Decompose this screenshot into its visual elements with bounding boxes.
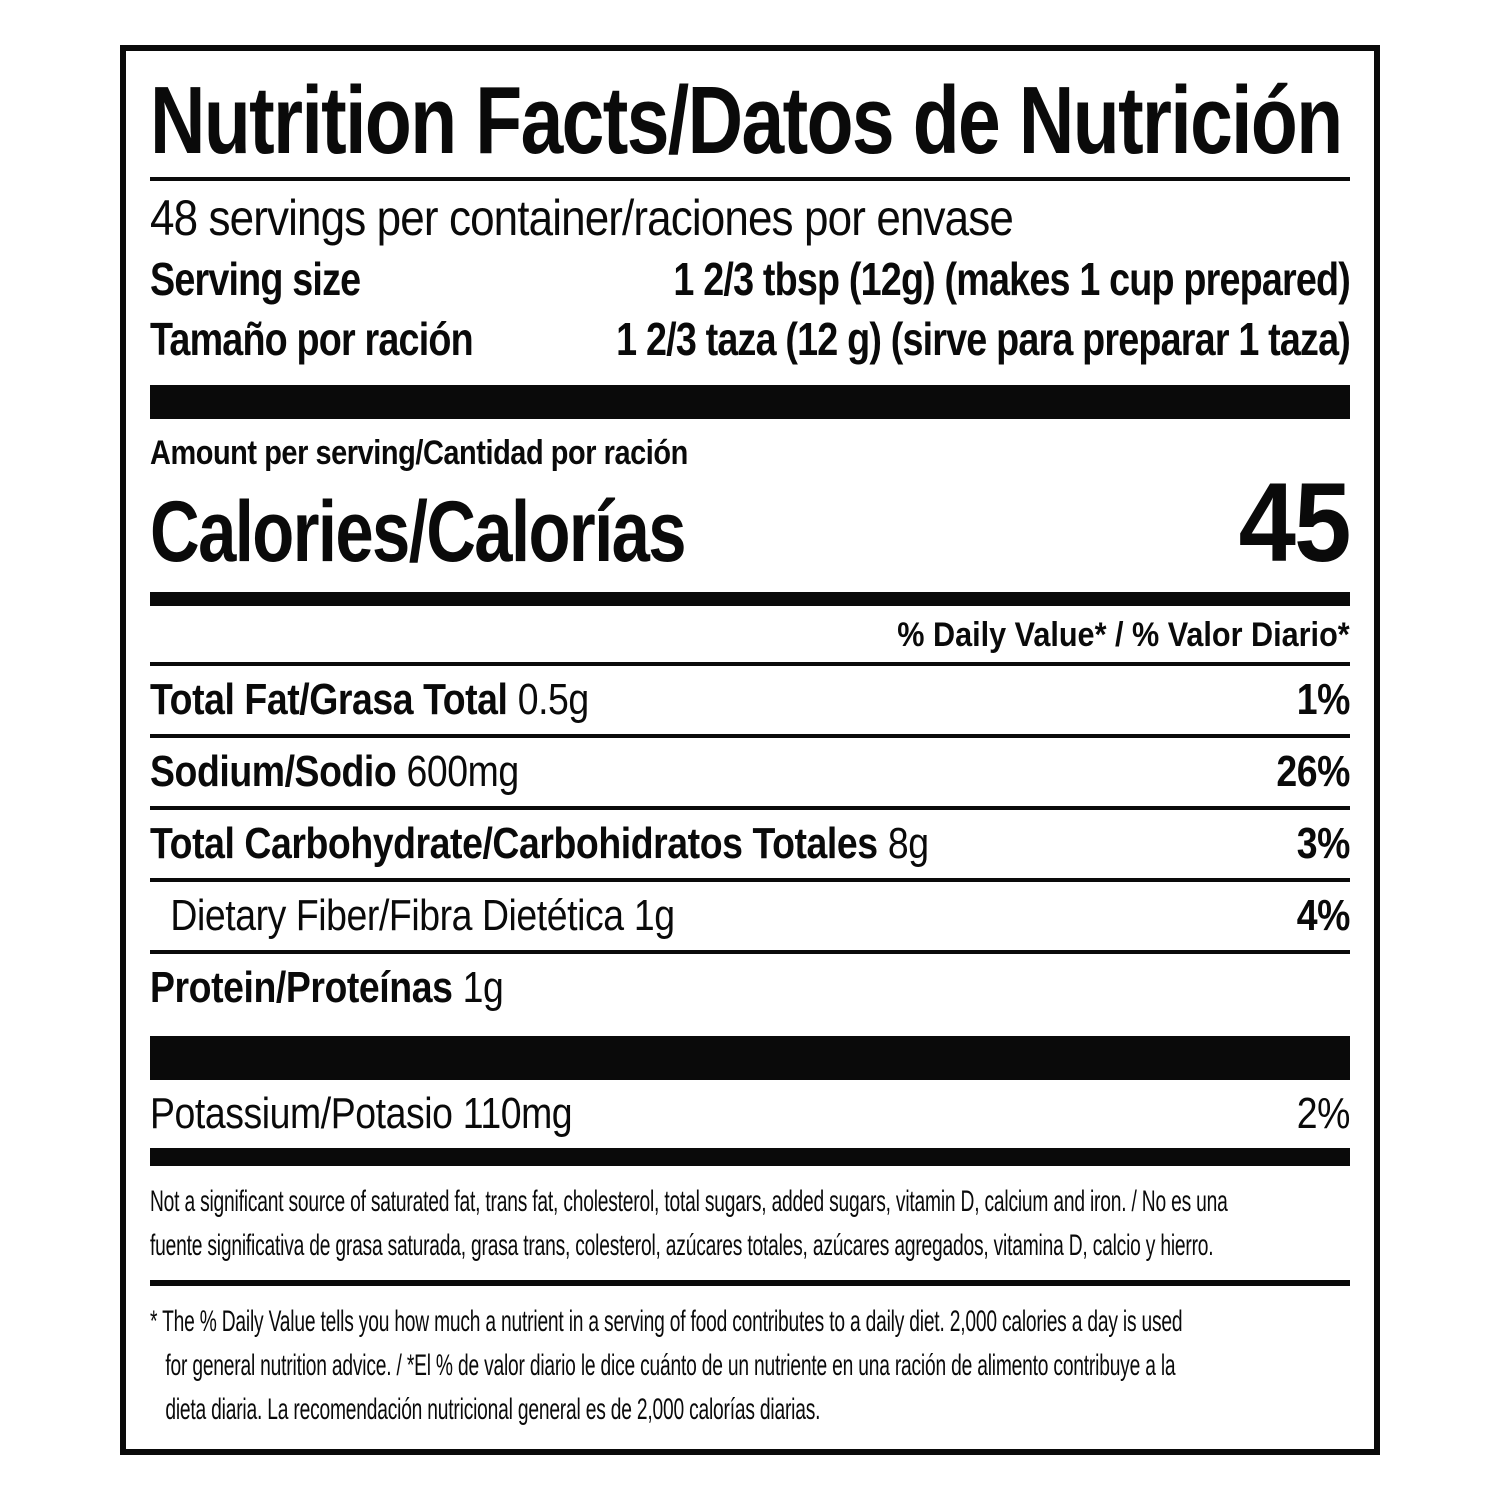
nutrient-row-dietary-fiber: Dietary Fiber/Fibra Dietética 1g 4% bbox=[150, 882, 1350, 950]
serving-size-label-en: Serving size bbox=[150, 253, 361, 305]
nutrient-amount: 1g bbox=[633, 891, 675, 940]
daily-value-header-line: % Daily Value* / % Valor Diario* bbox=[150, 614, 1350, 656]
nutrient-amount: 8g bbox=[887, 819, 929, 868]
calories-label: Calories/Calorías bbox=[150, 484, 687, 580]
servings-per-container: 48 servings per container/raciones por e… bbox=[150, 190, 1014, 246]
nutrient-name: Protein/Proteínas bbox=[150, 963, 453, 1012]
section-bar-middle bbox=[150, 1036, 1350, 1080]
serving-size-value-es: 1 2/3 taza (12 g) (sirve para preparar 1… bbox=[616, 313, 1351, 365]
section-bar-top bbox=[150, 385, 1350, 419]
nutrient-row-total-fat: Total Fat/Grasa Total 0.5g 1% bbox=[150, 666, 1350, 734]
label-title: Nutrition Facts/Datos de Nutrición bbox=[150, 67, 1343, 174]
nutrient-name: Dietary Fiber/Fibra Dietética bbox=[170, 891, 624, 940]
nutrient-dv: 1% bbox=[1296, 675, 1351, 724]
nutrition-facts-label: Nutrition Facts/Datos de Nutrición 48 se… bbox=[120, 45, 1380, 1455]
daily-value-header: % Daily Value* / % Valor Diario* bbox=[897, 616, 1350, 654]
serving-size-row-es: Tamaño por ración 1 2/3 taza (12 g) (sir… bbox=[150, 309, 1351, 369]
nutrient-name-amount: Total Carbohydrate/Carbohidratos Totales… bbox=[150, 821, 929, 867]
nutrient-row-sodium: Sodium/Sodio 600mg 26% bbox=[150, 738, 1350, 806]
nutrient-dv: 26% bbox=[1276, 747, 1350, 796]
nutrient-amount: 600mg bbox=[406, 747, 520, 796]
serving-size-label-es: Tamaño por ración bbox=[150, 313, 474, 365]
divider-rule bbox=[150, 662, 1350, 666]
serving-size-value-en: 1 2/3 tbsp (12g) (makes 1 cup prepared) bbox=[673, 253, 1350, 305]
calories-value: 45 bbox=[1239, 460, 1352, 585]
divider-rule bbox=[150, 806, 1350, 810]
divider-rule bbox=[150, 878, 1350, 882]
nutrient-row-potassium: Potassium/Potasio 110mg 2% bbox=[150, 1080, 1350, 1148]
nutrient-name: Total Fat/Grasa Total bbox=[150, 675, 508, 724]
nutrient-name-amount: Potassium/Potasio 110mg bbox=[150, 1089, 573, 1138]
nutrient-dv: 4% bbox=[1296, 891, 1351, 940]
amount-per-serving-line: Amount per serving/Cantidad por ración bbox=[150, 433, 1350, 473]
nutrient-dv: 2% bbox=[1296, 1089, 1351, 1138]
footnote-daily-value: * The % Daily Value tells you how much a… bbox=[150, 1305, 1183, 1426]
calories-divider-bar bbox=[150, 592, 1350, 606]
nutrient-name-amount: Sodium/Sodio 600mg bbox=[150, 749, 519, 795]
nutrient-amount: 1g bbox=[462, 963, 504, 1012]
footnote-divider bbox=[150, 1280, 1350, 1286]
nutrient-row-protein: Protein/Proteínas 1g bbox=[150, 954, 1350, 1022]
title-divider bbox=[150, 177, 1350, 181]
nutrient-name-amount: Protein/Proteínas 1g bbox=[150, 963, 504, 1012]
divider-rule bbox=[150, 734, 1350, 738]
nutrient-amount: 0.5g bbox=[517, 675, 590, 724]
nutrient-dv: 3% bbox=[1296, 819, 1351, 868]
nutrient-name-amount: Total Fat/Grasa Total 0.5g bbox=[150, 677, 589, 723]
calories-row: Calories/Calorías 45 bbox=[150, 460, 1352, 585]
nutrient-name: Total Carbohydrate/Carbohidratos Totales bbox=[150, 819, 878, 868]
nutrient-name: Potassium/Potasio bbox=[150, 1089, 453, 1138]
nutrient-row-total-carbohydrate: Total Carbohydrate/Carbohidratos Totales… bbox=[150, 810, 1350, 878]
nutrient-name: Sodium/Sodio bbox=[150, 747, 397, 796]
nutrient-amount: 110mg bbox=[462, 1089, 573, 1138]
nutrient-name-amount: Dietary Fiber/Fibra Dietética 1g bbox=[150, 893, 675, 939]
amount-per-serving-label: Amount per serving/Cantidad por ración bbox=[150, 434, 688, 472]
divider-rule bbox=[150, 950, 1350, 954]
footnote-not-significant-source: Not a significant source of saturated fa… bbox=[150, 1185, 1228, 1262]
section-bar-bottom bbox=[150, 1148, 1350, 1166]
serving-size-row-en: Serving size 1 2/3 tbsp (12g) (makes 1 c… bbox=[150, 249, 1351, 309]
